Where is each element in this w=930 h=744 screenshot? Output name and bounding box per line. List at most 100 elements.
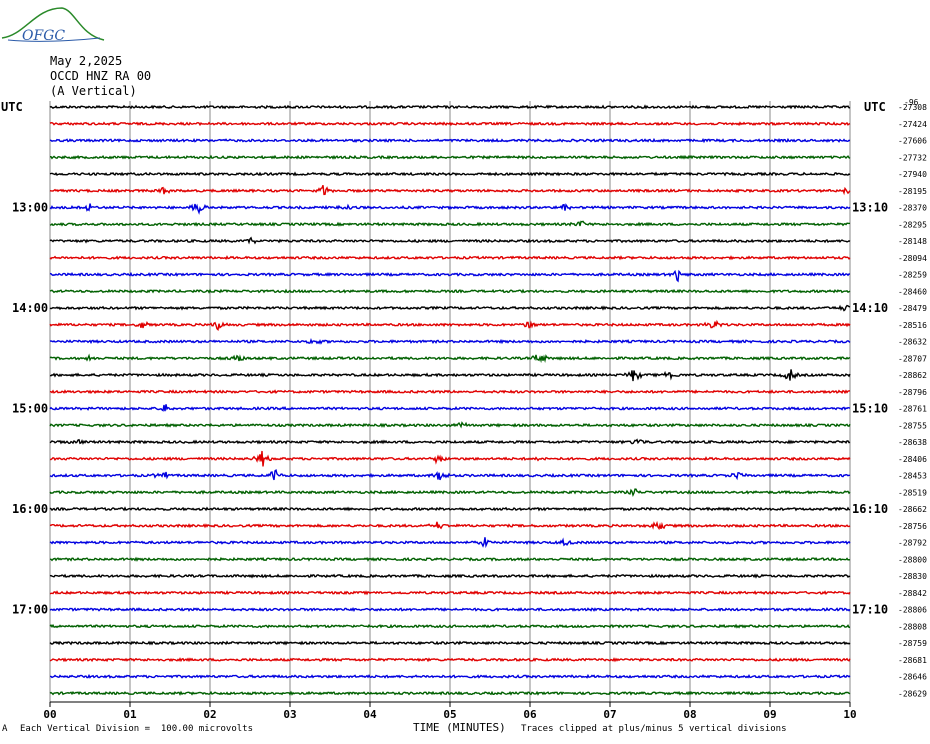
right-time-label: 16:10 [852, 502, 888, 516]
seismic-trace [49, 304, 851, 312]
seismic-trace [49, 369, 851, 382]
seismic-trace [49, 203, 851, 215]
seismic-trace [49, 269, 851, 283]
trace-offset-label: -28808 [898, 622, 927, 631]
seismic-trace [49, 137, 851, 144]
footer-scale-note: Each Vertical Division = 100.00 microvol… [20, 724, 253, 734]
footer-clip-note: Traces clipped at plus/minus 5 vertical … [521, 724, 787, 734]
trace-offset-label: -28519 [898, 488, 927, 497]
trace-offset-label: -28862 [898, 371, 927, 380]
trace-offset-label: -27940 [898, 170, 927, 179]
seismic-trace [49, 438, 851, 445]
left-time-label: 16:00 [12, 502, 48, 516]
trace-offset-label: -27606 [898, 137, 927, 146]
seismic-trace [49, 338, 851, 345]
trace-offset-label: -28761 [898, 405, 927, 414]
x-tick-label: 03 [283, 708, 296, 721]
component-label: (A Vertical) [50, 84, 137, 98]
seismic-trace [49, 556, 851, 562]
trace-offset-label: -28806 [898, 606, 927, 615]
trace-offset-label: -28406 [898, 455, 927, 464]
seismic-trace [49, 623, 850, 629]
trace-offset-label: -28479 [898, 304, 927, 313]
x-tick-label: 01 [123, 708, 137, 721]
trace-offset-label: -28460 [898, 287, 927, 296]
x-tick-label: 04 [363, 708, 377, 721]
seismic-trace [50, 154, 851, 160]
seismic-trace [49, 607, 851, 613]
left-time-label: 13:00 [12, 201, 48, 215]
trace-offset-label: -28759 [898, 639, 927, 648]
trace-offset-label: -28792 [898, 539, 927, 548]
footer-marker: A [2, 724, 8, 734]
seismic-trace [49, 319, 851, 331]
seismic-trace [49, 573, 851, 579]
seismic-trace [49, 353, 851, 364]
seismic-trace [49, 421, 851, 429]
trace-offset-label: -28796 [898, 388, 927, 397]
trace-offset-label: -28707 [898, 354, 927, 363]
x-tick-label: 08 [683, 708, 696, 721]
trace-offset-label: -28629 [898, 689, 927, 698]
trace-offset-label: -28638 [898, 438, 927, 447]
seismic-trace [49, 450, 851, 467]
seismic-trace [49, 288, 851, 294]
logo-icon: OFGC [1, 7, 105, 44]
seismic-trace [49, 389, 851, 395]
station-label: OCCD HNZ RA 00 [50, 69, 152, 83]
right-time-label: 14:10 [852, 301, 888, 315]
seismic-trace [49, 590, 851, 596]
seismic-trace [49, 184, 851, 196]
right-utc-label: UTC [864, 100, 886, 114]
trace-offset-label: -28842 [898, 589, 927, 598]
seismic-trace [49, 171, 851, 177]
trace-offset-label: -28094 [898, 254, 927, 263]
x-axis-title: TIME (MINUTES) [413, 721, 506, 734]
seismic-trace [49, 469, 851, 481]
x-tick-label: 07 [603, 708, 616, 721]
seismic-trace [49, 537, 851, 549]
right-time-label: 15:10 [852, 402, 888, 416]
x-tick-label: 06 [523, 708, 537, 721]
trace-offset-label: -28516 [898, 321, 927, 330]
x-tick-label: 05 [443, 708, 456, 721]
left-time-label: 14:00 [12, 301, 48, 315]
trace-offset-label: -28662 [898, 505, 927, 514]
seismic-trace [49, 220, 851, 227]
trace-offset-label: -28195 [898, 187, 927, 196]
trace-offset-label: -28755 [898, 421, 927, 430]
trace-offset-label: -28830 [898, 572, 927, 581]
date-label: May 2,2025 [50, 54, 123, 68]
seismic-trace [49, 121, 851, 127]
trace-offset-label: -28453 [898, 472, 927, 481]
trace-offset-label: -28370 [898, 204, 927, 213]
seismic-trace [50, 673, 851, 680]
trace-offset-label: -27424 [898, 120, 927, 129]
left-time-label: 15:00 [12, 402, 48, 416]
trace-offset-label: -28681 [898, 656, 927, 665]
trace-offset-label: -28295 [898, 220, 927, 229]
left-time-label: 17:00 [12, 603, 48, 617]
left-utc-label: UTC [1, 100, 23, 114]
right-time-label: 17:10 [852, 603, 888, 617]
trace-offset-label: -28632 [898, 338, 927, 347]
seismic-trace [49, 236, 851, 245]
trace-offset-label: -28259 [898, 271, 927, 280]
trace-offset-label: -28756 [898, 522, 927, 531]
logo-text: OFGC [22, 28, 65, 44]
trace-offset-label: -28148 [898, 237, 927, 246]
x-tick-label: 02 [203, 708, 216, 721]
seismic-trace [49, 640, 851, 646]
seismic-trace [49, 657, 851, 663]
trace-offset-label: -28800 [898, 555, 927, 564]
trace-offset-label: -28646 [898, 673, 927, 682]
seismic-trace [49, 104, 851, 110]
seismic-trace [49, 404, 851, 412]
seismic-trace [49, 506, 851, 512]
x-tick-label: 00 [43, 708, 56, 721]
seismic-trace [49, 255, 851, 261]
seismic-trace [49, 690, 851, 696]
seismic-trace [49, 488, 851, 497]
trace-offset-label: -27308 [898, 103, 927, 112]
x-tick-label: 10 [843, 708, 856, 721]
